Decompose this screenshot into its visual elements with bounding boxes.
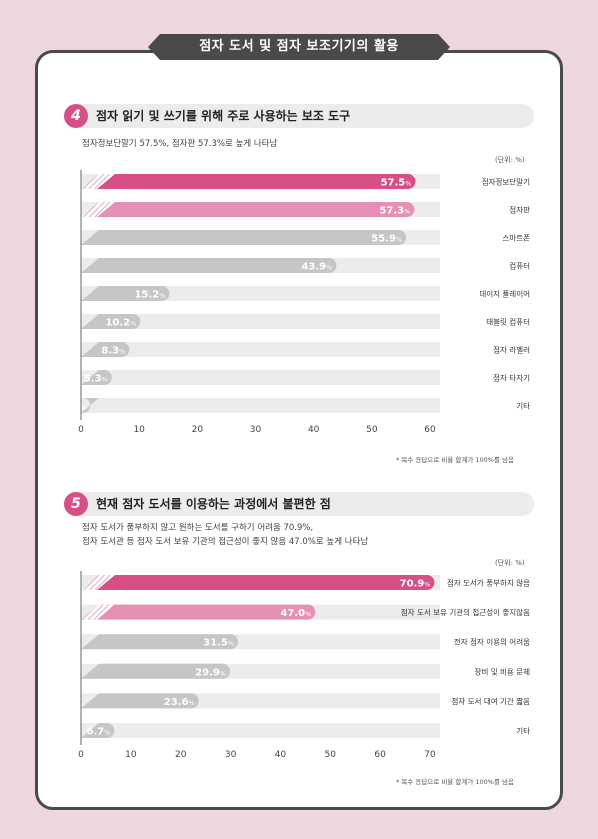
- section-5-title: 현재 점자 도서를 이용하는 과정에서 불편한 점: [96, 497, 331, 511]
- section-4-note: * 복수 응답으로 비율 합계가 100%를 넘음: [396, 456, 514, 464]
- bar: [81, 370, 112, 385]
- bar: [81, 575, 435, 590]
- category-label: 스마트폰: [502, 234, 530, 243]
- section-4-title: 점자 읽기 및 쓰기를 위해 주로 사용하는 보조 도구: [96, 109, 351, 123]
- bar-value-label: 1.6%: [62, 402, 86, 413]
- category-label: 컴퓨터: [509, 262, 530, 271]
- bar-value-label: 8.3%: [101, 346, 125, 357]
- section-4-number: 4: [64, 104, 88, 128]
- category-label: 태블릿 컴퓨터: [486, 317, 530, 327]
- bar: [81, 286, 170, 301]
- x-tick-label: 50: [325, 750, 337, 760]
- x-tick-label: 10: [133, 425, 145, 435]
- category-label: 전자 점자 이용의 어려움: [454, 637, 530, 647]
- section-5-number: 5: [64, 492, 88, 516]
- bar: [81, 723, 115, 738]
- x-tick-label: 10: [125, 750, 137, 760]
- category-label: 데이지 플레이어: [479, 289, 530, 299]
- bar-track: [81, 286, 440, 301]
- bar-value-label: 29.9%: [195, 667, 226, 678]
- bar: [81, 398, 99, 413]
- bar: [81, 202, 415, 217]
- category-label: 점자 도서 보유 기관의 접근성이 좋지않음: [401, 607, 530, 617]
- bar-track: [81, 723, 440, 738]
- bar-value-label: 55.9%: [371, 234, 402, 245]
- bar: [81, 693, 199, 709]
- category-label: 장비 및 비용 문제: [475, 666, 531, 676]
- category-label: 점자 도서 대여 기간 짧음: [451, 696, 530, 706]
- title-banner: 점자 도서 및 점자 보조기기의 활용: [148, 30, 450, 64]
- x-tick-label: 20: [175, 750, 187, 760]
- bar-value-label: 43.9%: [301, 262, 332, 273]
- bar-hatch: [81, 604, 115, 620]
- x-tick-label: 20: [192, 425, 204, 435]
- section-5-subtitle-line2: 점자 도서관 등 점자 도서 보유 기관의 접근성이 좋지 않음 47.0%로 …: [82, 537, 369, 547]
- section-5-note: * 복수 응답으로 비율 합계가 100%를 넘음: [396, 778, 514, 786]
- bar-hatch: [81, 174, 115, 189]
- bar-track: [81, 398, 440, 413]
- bar: [81, 663, 231, 679]
- bar: [81, 314, 141, 329]
- bar-track: [81, 370, 440, 385]
- bar: [81, 230, 407, 245]
- bar-hatch: [81, 202, 115, 217]
- x-tick-label: 40: [308, 425, 320, 435]
- bar-value-label: 15.2%: [135, 290, 166, 301]
- bar-track: [81, 342, 440, 357]
- bar-value-label: 31.5%: [203, 638, 234, 649]
- x-tick-label: 30: [225, 750, 237, 760]
- bar: [81, 174, 416, 189]
- x-tick-label: 40: [275, 750, 287, 760]
- category-label: 점자판: [509, 205, 530, 215]
- x-tick-label: 30: [250, 425, 262, 435]
- bar-value-label: 23.6%: [164, 697, 195, 708]
- category-label: 기타: [516, 727, 530, 736]
- category-label: 기타: [516, 402, 530, 411]
- section-5-subtitle-line1: 점자 도서가 풍부하지 않고 원하는 도서를 구하기 어려움 70.9%,: [82, 523, 314, 533]
- bar-track: [81, 314, 440, 329]
- bar: [81, 604, 316, 620]
- category-label: 점자 타자기: [493, 373, 530, 383]
- x-tick-label: 0: [78, 425, 84, 435]
- bar-value-label: 10.2%: [105, 318, 136, 329]
- title-banner-shape: [148, 34, 450, 60]
- x-tick-label: 0: [78, 750, 84, 760]
- section-4-subtitle: 점자정보단말기 57.5%, 점자판 57.3%로 높게 나타남: [82, 139, 278, 149]
- bar-value-label: 57.3%: [379, 206, 410, 217]
- section-4-unit: (단위: %): [495, 156, 525, 164]
- bar-value-label: 47.0%: [280, 608, 311, 619]
- bar: [81, 342, 130, 357]
- x-tick-label: 70: [424, 750, 436, 760]
- section-4-header: [64, 104, 534, 128]
- bar: [81, 634, 239, 650]
- category-label: 점자 도서가 풍부하지 않음: [447, 578, 530, 588]
- section-5-header: [64, 492, 534, 516]
- bar: [81, 258, 337, 273]
- section-5-unit: (단위: %): [495, 559, 525, 567]
- category-label: 점자정보단말기: [482, 177, 530, 187]
- bar-hatch: [81, 575, 115, 590]
- bar-value-label: 70.9%: [400, 579, 431, 590]
- x-tick-label: 60: [424, 425, 436, 435]
- bar-value-label: 5.3%: [84, 374, 108, 385]
- bar-value-label: 6.7%: [86, 727, 110, 738]
- x-tick-label: 60: [374, 750, 386, 760]
- bar-value-label: 57.5%: [381, 178, 412, 189]
- x-tick-label: 50: [366, 425, 378, 435]
- page-title: 점자 도서 및 점자 보조기기의 활용: [199, 39, 399, 54]
- category-label: 점자 라벨러: [493, 345, 530, 355]
